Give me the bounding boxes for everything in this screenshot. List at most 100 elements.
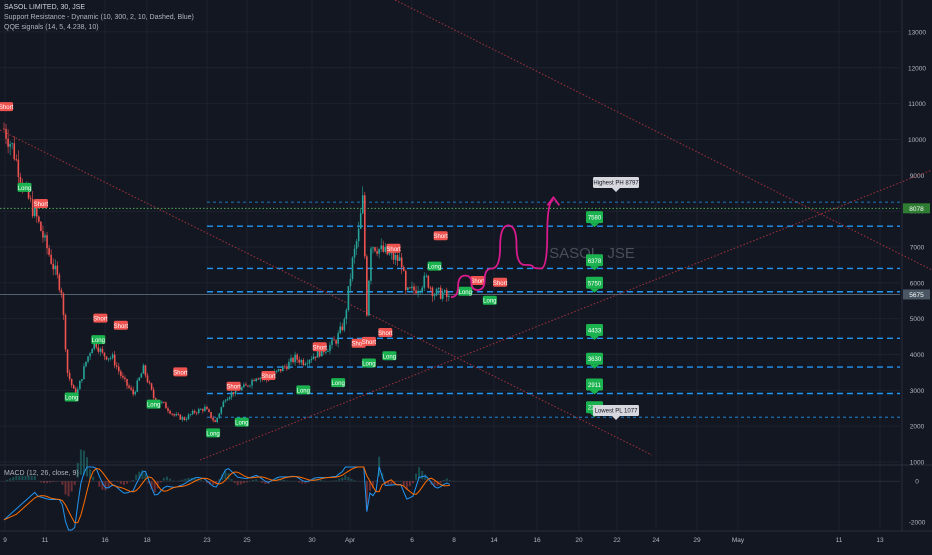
candle-body [276, 371, 278, 372]
candle-body [169, 411, 171, 414]
candle-body [229, 397, 231, 399]
candle-body [440, 288, 442, 299]
level-label-text: 2911 [588, 383, 602, 389]
candle-body [300, 360, 302, 363]
candle-body [245, 384, 247, 385]
long-signal: Long [362, 358, 376, 367]
macd-histogram-bar [298, 481, 300, 482]
candle-body [184, 417, 186, 420]
candle-body [257, 379, 259, 380]
candle-body [216, 418, 218, 422]
candle-body [331, 340, 333, 345]
trendline [395, 0, 932, 270]
macd-histogram-bar [71, 481, 73, 491]
candle-body [364, 195, 366, 256]
candle-body [354, 249, 356, 258]
y-tick-label: 6000 [910, 280, 925, 287]
short-signal: Short [362, 337, 377, 346]
candle-body [102, 349, 104, 353]
macd-histogram-bar [231, 479, 233, 481]
candle-body [175, 414, 177, 415]
candle-body [214, 420, 216, 422]
x-tick-label: 14 [490, 537, 498, 544]
signal-label: Short [386, 247, 401, 253]
candle-body [255, 379, 257, 381]
candle-body [341, 327, 343, 331]
candle-body [393, 252, 395, 259]
candle-body [360, 213, 362, 228]
candle-body [415, 290, 417, 293]
x-tick-label: 6 [410, 537, 414, 544]
macd-histogram-bar [98, 481, 100, 487]
candle-body [311, 359, 313, 360]
candle-body [145, 365, 147, 375]
x-tick-label: 25 [243, 537, 251, 544]
candle-body [83, 366, 85, 379]
indicator-qqe[interactable]: QQE signals (14, 5, 4.238, 10) [4, 23, 194, 33]
macd-histogram-bar [65, 481, 67, 494]
symbol-title[interactable]: SASOL LIMITED, 30, JSE [4, 3, 194, 13]
signal-label: Long [18, 186, 31, 192]
macd-histogram-bar [347, 477, 349, 480]
indicator-macd[interactable]: MACD (12, 26, close, 9) [4, 469, 79, 479]
indicator-sr[interactable]: Support Resistance - Dynamic (10, 300, 2… [4, 13, 194, 23]
candle-body [346, 310, 348, 319]
x-tick-label: 18 [143, 537, 151, 544]
y-tick-label: 7000 [910, 244, 925, 251]
candle-body [34, 207, 36, 216]
candle-body [50, 255, 52, 264]
macd-histogram-bar [443, 480, 445, 481]
macd-histogram-bar [135, 475, 137, 480]
macd-histogram-bar [440, 481, 442, 483]
candle-body [376, 251, 378, 254]
annotation-pointer [612, 416, 620, 420]
macd-histogram-bar [449, 480, 451, 481]
level-label-text: 3630 [588, 357, 602, 363]
candle-body [290, 358, 292, 362]
candle-body [438, 288, 440, 289]
macd-histogram-bar [375, 480, 377, 481]
macd-histogram-bar [160, 481, 162, 482]
candle-body [337, 333, 339, 343]
signal-label: Long [206, 431, 219, 437]
candle-body [38, 217, 40, 222]
candle-body [428, 276, 430, 288]
candle-body [52, 264, 54, 269]
macd-histogram-bar [409, 481, 411, 486]
candle-body [116, 365, 118, 366]
short-signal: Short [313, 342, 328, 351]
candle-body [288, 362, 290, 369]
macd-histogram-bar [178, 481, 180, 482]
candle-body [218, 414, 220, 418]
candle-body [57, 266, 59, 275]
macd-histogram-bar [117, 481, 119, 482]
macd-histogram-bar [163, 478, 165, 481]
candle-body [401, 257, 403, 267]
y-tick-label: 3000 [910, 388, 925, 395]
legend: SASOL LIMITED, 30, JSE Support Resistanc… [4, 3, 194, 33]
long-signal: Long [18, 183, 32, 192]
candle-body [112, 355, 114, 358]
candle-body [448, 296, 450, 297]
macd-histogram-bar [92, 477, 94, 481]
candle-body [11, 143, 13, 144]
candle-body [251, 380, 253, 385]
candle-body [198, 409, 200, 413]
y-tick-label: 11000 [908, 101, 926, 108]
short-signal: Short [433, 231, 448, 240]
macd-histogram-bar [446, 478, 448, 480]
candle-body [98, 347, 100, 351]
candle-body [356, 241, 358, 248]
x-tick-label: 24 [652, 537, 660, 544]
candle-body [48, 248, 50, 255]
candle-body [200, 409, 202, 410]
short-signal: Short [0, 102, 14, 111]
trendline [0, 130, 652, 455]
candle-body [292, 358, 294, 362]
candle-body [344, 319, 346, 330]
price-axis-label: 5675 [903, 289, 930, 299]
candle-body [305, 364, 307, 365]
candle-body [358, 229, 360, 242]
